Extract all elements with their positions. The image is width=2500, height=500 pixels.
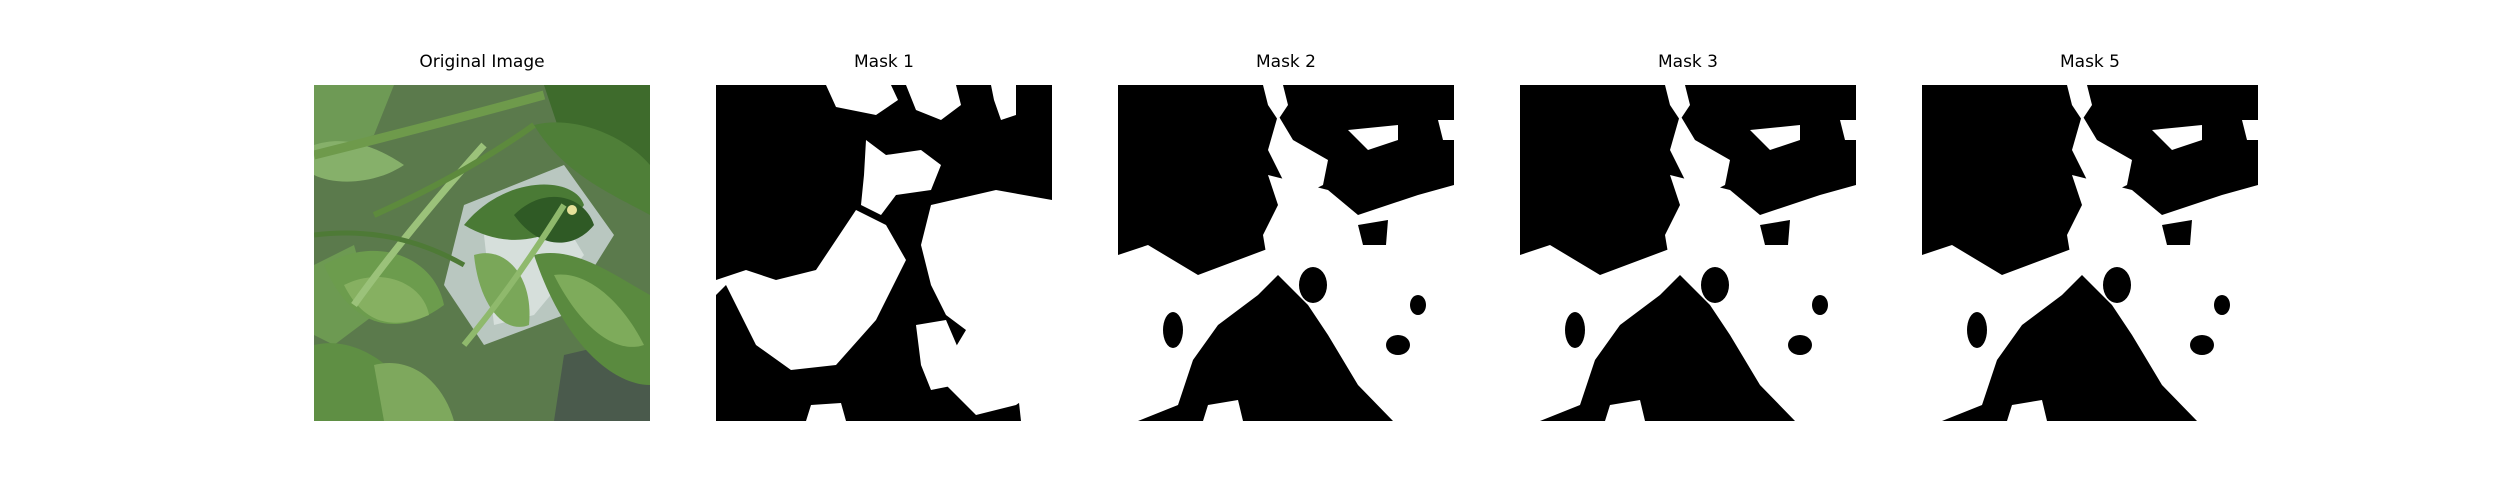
mask-1-drawing [716,85,1052,421]
panel-title: Mask 2 [1255,52,1316,72]
panel-title: Mask 5 [2059,52,2120,72]
original-photo-drawing [314,85,650,421]
mask-3-image [1520,85,1856,421]
original-photo [314,85,650,421]
mask-3-drawing [1520,85,1856,421]
mask-2-image [1118,85,1454,421]
panel-title: Original Image [419,52,545,72]
mask-5-image [1922,85,2258,421]
mask-5-drawing [1922,85,2258,421]
mask-2-drawing [1118,85,1454,421]
panel-title: Mask 1 [853,52,914,72]
mask-1-image [716,85,1052,421]
panel-title: Mask 3 [1657,52,1718,72]
